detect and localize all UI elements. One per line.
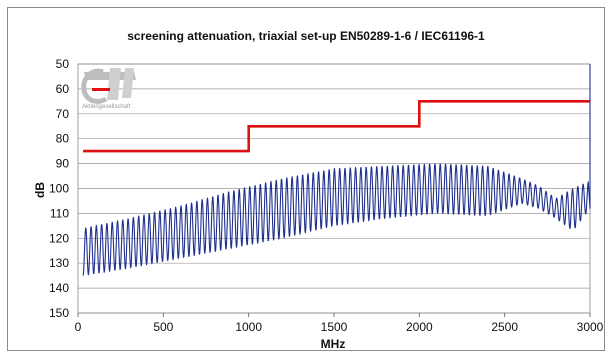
x-tick-labels: 0 500 1000 1500 2000 2500 3000 [75,320,604,334]
y-tick-label: 70 [56,107,70,121]
x-tick-label: 1000 [235,320,262,334]
y-tick-label: 120 [49,231,69,245]
x-tick-label: 500 [153,320,173,334]
x-axis-label: MHz [321,337,346,351]
chart-frame [7,7,605,351]
x-tick-label: 1500 [321,320,348,334]
y-tick-label: 50 [56,57,70,71]
series-layer [82,64,591,276]
y-tick-labels: 50 60 70 80 90 100 110 120 130 140 150 [49,57,69,320]
y-tick-label: 130 [49,256,69,270]
company-logo: Aktiengesellschaft [81,68,136,110]
y-tick-label: 100 [49,182,69,196]
series-limit-line [83,100,590,153]
y-tick-label: 150 [49,306,69,320]
y-tick-label: 80 [56,132,70,146]
y-tick-label: 140 [49,281,69,295]
series-measured-attenuation [82,64,591,276]
logo-m-shape [107,68,121,100]
chart-title: screening attenuation, triaxial set-up E… [127,29,485,43]
logo-c-shape [81,68,108,104]
x-tick-label: 3000 [577,320,604,334]
x-tick-label: 2000 [406,320,433,334]
x-tick-label: 0 [75,320,82,334]
logo-text: Aktiengesellschaft [82,104,131,110]
x-tick-label: 2500 [491,320,518,334]
y-tick-label: 60 [56,82,70,96]
logo-m-shape-2 [122,68,134,98]
y-tick-label: 90 [56,157,70,171]
logo-red-stroke [92,88,110,91]
y-tick-label: 110 [50,206,69,220]
y-axis-label: dB [33,182,47,198]
